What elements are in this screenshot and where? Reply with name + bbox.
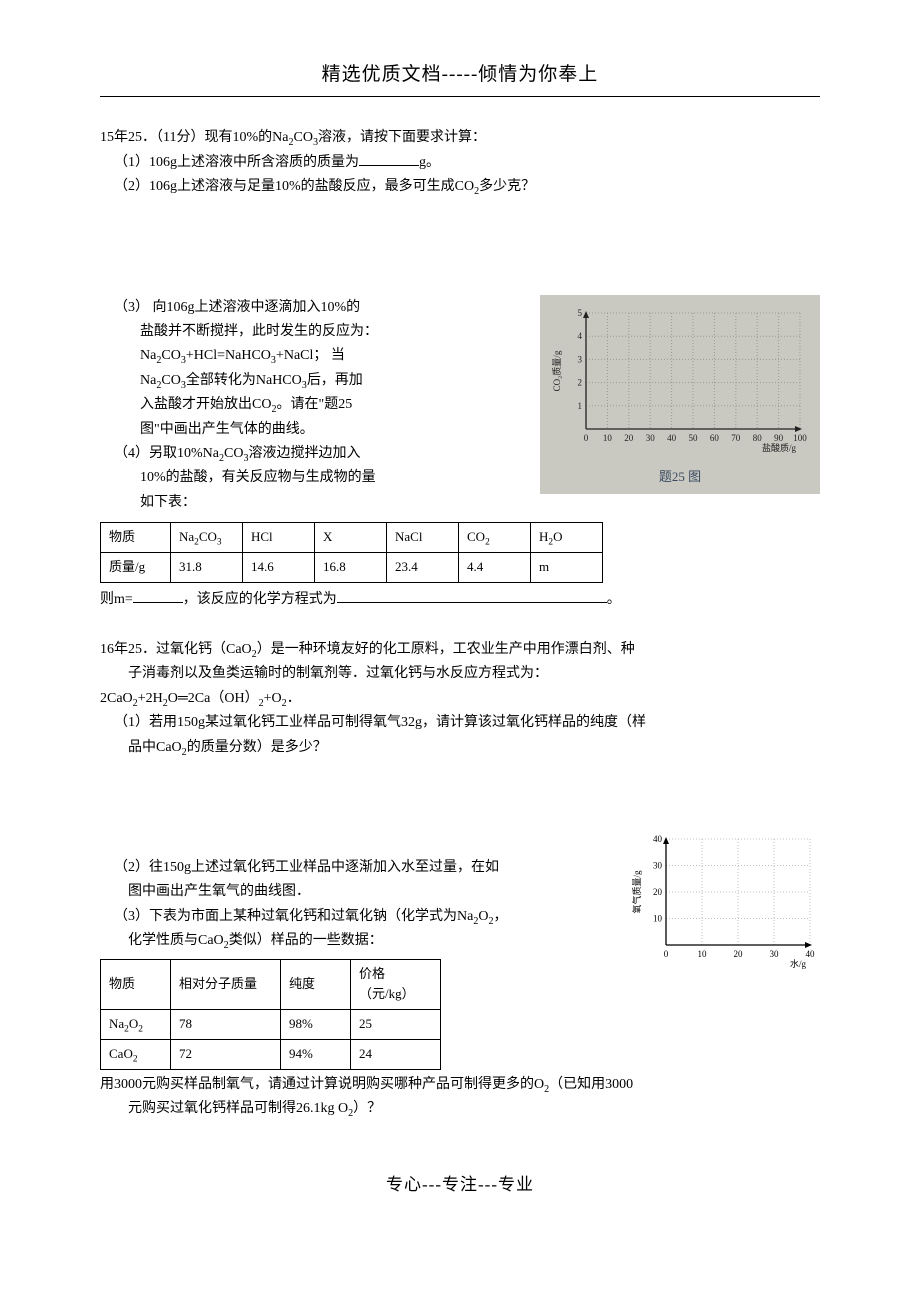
q15-chart: 123450102030405060708090100盐酸质/gCO₂质量/g …: [540, 295, 820, 494]
q15-chart-container: 123450102030405060708090100盐酸质/gCO₂质量/g …: [540, 295, 820, 517]
svg-text:盐酸质/g: 盐酸质/g: [762, 442, 797, 453]
q16-closing-l2: 元购买过氧化钙样品可制得26.1kg O2）？: [100, 1098, 820, 1120]
q15-closing-pre: 则m=: [100, 592, 133, 607]
spacer-3: [100, 761, 820, 831]
svg-text:30: 30: [770, 949, 780, 959]
q15-p1: （1）106g上述溶液中所含溶质的质量为 g。: [100, 152, 820, 174]
page: 精选优质文档-----倾情为你奉上 15年25．（11分）现有10%的Na2CO…: [0, 0, 920, 1302]
q15-p3-l5: 入盐酸才开始放出CO2。请在"题25: [100, 394, 522, 416]
q15-p3-l3: Na2CO3+HCl=NaHCO3+NaCl； 当: [100, 345, 522, 367]
q16-p3-l1: （3）下表为市面上某种过氧化钙和过氧化钠（化学式为Na2O2，: [100, 906, 612, 928]
q15-p4-l2: 10%的盐酸，有关反应物与生成物的量: [100, 467, 522, 489]
q15-chart-caption: 题25 图: [550, 467, 810, 488]
header-rule: [100, 96, 820, 97]
svg-text:30: 30: [653, 861, 663, 871]
svg-text:氧气质量/g: 氧气质量/g: [631, 870, 642, 914]
q15-table: 物质Na2CO3HClXNaClCO2H2O质量/g31.814.616.823…: [100, 522, 603, 583]
svg-text:1: 1: [578, 400, 583, 410]
q15-stem: 15年25．（11分）现有10%的Na2CO3溶液，请按下面要求计算：: [100, 127, 820, 149]
svg-text:90: 90: [774, 433, 784, 443]
q15-closing: 则m= ，该反应的化学方程式为 。: [100, 589, 820, 611]
q15-p1-blank: [359, 152, 419, 166]
q16-stem-l1: 16年25．过氧化钙（CaO2）是一种环境友好的化工原料，工农业生产中用作漂白剂…: [100, 639, 820, 661]
svg-text:50: 50: [689, 433, 699, 443]
q15-p1-pre: （1）106g上述溶液中所含溶质的质量为: [114, 155, 359, 170]
svg-text:2: 2: [578, 377, 583, 387]
q16-p2-block: （2）往150g上述过氧化钙工业样品中逐渐加入水至过量，在如 图中画出产生氧气的…: [100, 855, 820, 1070]
svg-text:40: 40: [653, 834, 663, 844]
q16-chart-container: 10203040010203040水/g氧气质量/g: [630, 831, 820, 1070]
q15-closing-mid: ，该反应的化学方程式为: [183, 592, 337, 607]
q15-p3-text: （3） 向106g上述溶液中逐滴加入10%的 盐酸并不断搅拌，此时发生的反应为：…: [100, 295, 522, 517]
q16-closing-l1: 用3000元购买样品制氧气，请通过计算说明购买哪种产品可制得更多的O2（已知用3…: [100, 1074, 820, 1096]
svg-text:CO₂质量/g: CO₂质量/g: [551, 350, 562, 391]
svg-text:40: 40: [667, 433, 677, 443]
q15-p3-l6: 图"中画出产生气体的曲线。: [100, 419, 522, 441]
svg-text:3: 3: [578, 354, 583, 364]
svg-text:20: 20: [734, 949, 744, 959]
q16-p3-l2: 化学性质与CaO2类似）样品的一些数据：: [100, 930, 612, 952]
svg-text:80: 80: [753, 433, 763, 443]
q16-stem-l2: 子消毒剂以及鱼类运输时的制氧剂等．过氧化钙与水反应方程式为：: [100, 663, 820, 685]
q15-p1-post: g。: [419, 155, 440, 170]
page-header: 精选优质文档-----倾情为你奉上: [100, 60, 820, 90]
svg-text:4: 4: [578, 331, 583, 341]
q16-chart-svg: 10203040010203040水/g氧气质量/g: [630, 831, 820, 971]
q15-closing-post: 。: [607, 592, 621, 607]
svg-text:水/g: 水/g: [790, 958, 807, 969]
svg-text:20: 20: [653, 887, 663, 897]
q16-table: 物质相对分子质量纯度价格（元/kg）Na2O27898%25CaO27294%2…: [100, 959, 441, 1070]
q15-p2: （2）106g上述溶液与足量10%的盐酸反应，最多可生成CO2多少克？: [100, 176, 820, 198]
svg-text:5: 5: [578, 308, 583, 318]
q15-p3-block: （3） 向106g上述溶液中逐滴加入10%的 盐酸并不断搅拌，此时发生的反应为：…: [100, 295, 820, 517]
svg-text:60: 60: [710, 433, 720, 443]
q15-m-blank: [133, 589, 183, 603]
svg-text:100: 100: [793, 433, 807, 443]
svg-text:20: 20: [624, 433, 634, 443]
q15-p4-l1: （4）另取10%Na2CO3溶液边搅拌边加入: [100, 443, 522, 465]
q16-p2-l2: 图中画出产生氧气的曲线图．: [100, 881, 612, 903]
q15-p3-l2: 盐酸并不断搅拌，此时发生的反应为：: [100, 321, 522, 343]
q15-eq-blank: [337, 589, 607, 603]
q16-eq: 2CaO2+2H2O═2Ca（OH）2+O2．: [100, 688, 820, 710]
q16-p1-l2: 品中CaO2的质量分数）是多少？: [100, 737, 820, 759]
q15-p3-l4: Na2CO3全部转化为NaHCO3后，再加: [100, 370, 522, 392]
svg-text:10: 10: [603, 433, 613, 443]
q16-p2-l1: （2）往150g上述过氧化钙工业样品中逐渐加入水至过量，在如: [100, 857, 612, 879]
spacer-2: [100, 613, 820, 637]
q15-p4-l3: 如下表：: [100, 492, 522, 514]
svg-text:40: 40: [806, 949, 816, 959]
spacer-1: [100, 201, 820, 271]
svg-text:10: 10: [698, 949, 708, 959]
svg-text:0: 0: [584, 433, 589, 443]
svg-text:0: 0: [664, 949, 669, 959]
q16-p2-text: （2）往150g上述过氧化钙工业样品中逐渐加入水至过量，在如 图中画出产生氧气的…: [100, 855, 612, 1070]
svg-text:70: 70: [731, 433, 741, 443]
q16-p1-l1: （1）若用150g某过氧化钙工业样品可制得氧气32g，请计算该过氧化钙样品的纯度…: [100, 712, 820, 734]
q15-p3-l1: （3） 向106g上述溶液中逐滴加入10%的: [100, 297, 522, 319]
q16-chart: 10203040010203040水/g氧气质量/g: [630, 831, 820, 979]
q15-chart-svg: 123450102030405060708090100盐酸质/gCO₂质量/g: [550, 305, 810, 455]
svg-text:10: 10: [653, 914, 663, 924]
svg-text:30: 30: [646, 433, 656, 443]
page-footer: 专心---专注---专业: [100, 1171, 820, 1198]
